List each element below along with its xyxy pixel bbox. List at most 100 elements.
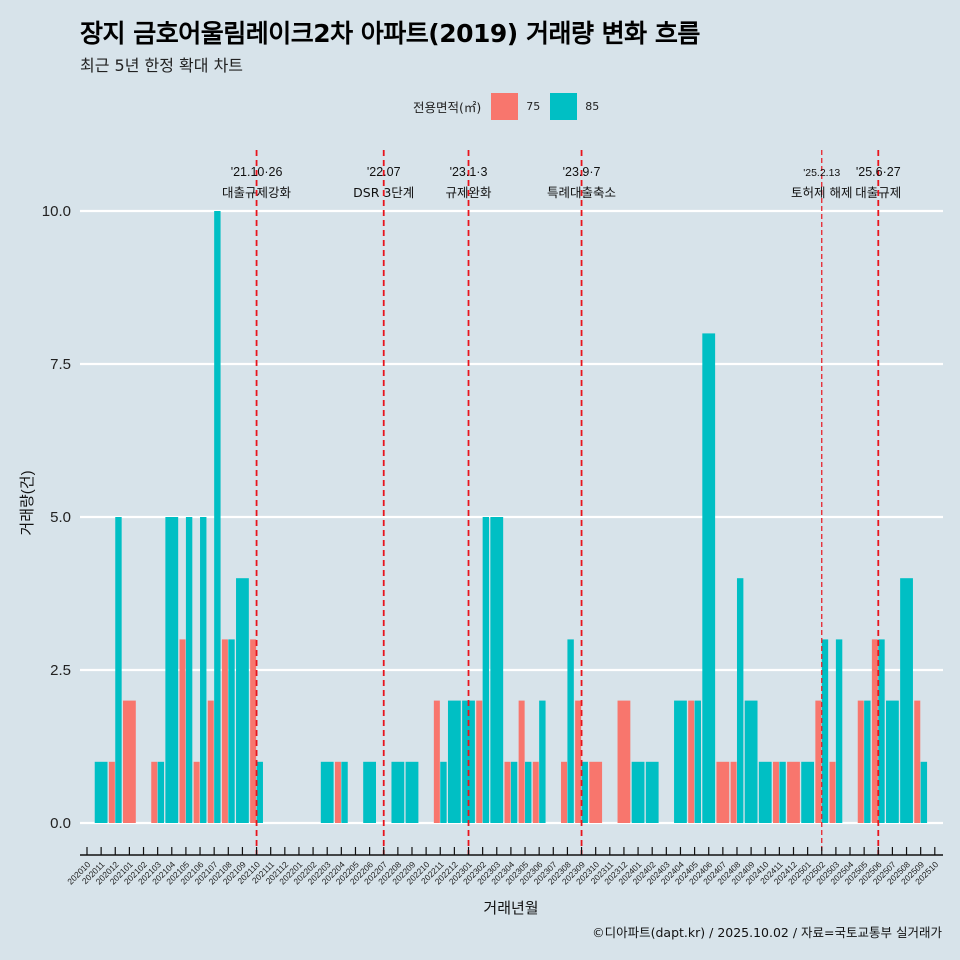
- bar-85: [758, 761, 772, 823]
- bar-85: [674, 700, 687, 823]
- bar-75: [829, 761, 836, 823]
- bar-75: [193, 761, 200, 823]
- bar-85: [631, 761, 645, 823]
- bar-85: [886, 700, 899, 823]
- legend-title: 전용면적(㎡): [413, 100, 482, 115]
- bar-85: [821, 639, 829, 823]
- y-tick-label: 2.5: [50, 662, 71, 679]
- event-date: '25.6·27: [856, 165, 901, 179]
- bar-75: [433, 700, 440, 823]
- bar-85: [214, 211, 221, 823]
- bar-85: [363, 761, 376, 823]
- bar-85: [864, 700, 871, 823]
- bar-85: [341, 761, 348, 823]
- source-footer: ©디아파트(dapt.kr) / 2025.10.02 / 자료=국토교통부 실…: [592, 925, 942, 940]
- y-axis: 0.0 2.5 5.0 7.5 10.0: [42, 203, 71, 832]
- bar-85: [744, 700, 758, 823]
- chart-title: 장지 금호어울림레이크2차 아파트(2019) 거래량 변화 흐름: [80, 19, 700, 48]
- bar-85: [490, 517, 504, 823]
- bar-75: [532, 761, 539, 823]
- event-label: 특례대출축소: [547, 185, 616, 200]
- bar-75: [151, 761, 158, 823]
- event-label: 규제완화: [446, 185, 493, 200]
- bar-85: [115, 517, 122, 823]
- legend-swatch-85: [550, 93, 578, 120]
- bar-75: [914, 700, 921, 823]
- bar-75: [787, 761, 800, 823]
- bar-85: [694, 700, 701, 823]
- legend-swatch-75: [491, 93, 519, 120]
- event-label: 대출규제: [855, 185, 901, 200]
- y-tick-label: 5.0: [50, 509, 71, 526]
- bar-85: [405, 761, 419, 823]
- event-annotations: '21.10·26 대출규제강화 '22.07 DSR 3단계 '23.1·3 규제완화 '…: [222, 165, 901, 200]
- x-axis: 2020102020112020122021012021022021032021…: [65, 847, 943, 886]
- event-date: '25.2.13: [803, 167, 840, 179]
- bar-85: [702, 333, 716, 823]
- bar-85: [391, 761, 405, 823]
- bar-75: [179, 639, 186, 823]
- bar-85: [228, 639, 235, 823]
- bar-85: [200, 517, 207, 823]
- chart-subtitle: 최근 5년 한정 확대 차트: [80, 56, 244, 75]
- event-lines: [255, 150, 880, 855]
- bar-85: [835, 639, 843, 823]
- bar-85: [525, 761, 532, 823]
- bar-85: [157, 761, 165, 823]
- bar-85: [645, 761, 659, 823]
- bar-85: [236, 578, 249, 823]
- bar-75: [250, 639, 257, 823]
- bar-85: [779, 761, 786, 823]
- bar-75: [518, 700, 525, 823]
- bar-75: [857, 700, 864, 823]
- bar-85: [736, 578, 744, 823]
- bar-85: [165, 517, 179, 823]
- bar-75: [575, 700, 582, 823]
- bar-85: [567, 639, 574, 823]
- bar-85: [510, 761, 518, 823]
- bar-85: [94, 761, 108, 823]
- bar-75: [772, 761, 779, 823]
- bar-75: [504, 761, 511, 823]
- event-label: DSR 3단계: [353, 185, 414, 200]
- bar-75: [334, 761, 341, 823]
- event-date: '23.9·7: [563, 165, 601, 179]
- bar-75: [561, 761, 568, 823]
- bar-75: [207, 700, 214, 823]
- bar-85: [581, 761, 588, 823]
- event-date: '22.07: [367, 165, 401, 179]
- bar-85: [320, 761, 334, 823]
- bar-85: [878, 639, 885, 823]
- bar-85: [185, 517, 193, 823]
- bar-85: [440, 761, 447, 823]
- bar-85: [539, 700, 546, 823]
- x-axis-title: 거래년월: [483, 900, 538, 917]
- bars: [94, 211, 928, 823]
- bar-75: [617, 700, 631, 823]
- bar-85: [447, 700, 461, 823]
- bar-75: [730, 761, 737, 823]
- bar-75: [815, 700, 822, 823]
- bar-85: [900, 578, 913, 823]
- legend-label-75: 75: [526, 100, 541, 113]
- y-tick-label: 7.5: [50, 356, 71, 373]
- bar-85: [482, 517, 490, 823]
- bar-75: [871, 639, 878, 823]
- event-label: 대출규제강화: [222, 185, 292, 200]
- y-tick-label: 10.0: [42, 203, 71, 220]
- y-tick-label: 0.0: [50, 815, 71, 832]
- event-date: '21.10·26: [231, 165, 283, 179]
- legend: 전용면적(㎡) 75 85: [413, 93, 609, 120]
- bar-75: [688, 700, 695, 823]
- bar-75: [716, 761, 730, 823]
- bar-85: [801, 761, 815, 823]
- bar-75: [108, 761, 115, 823]
- bar-75: [476, 700, 483, 823]
- y-axis-title: 거래량(건): [19, 470, 36, 535]
- bar-85: [256, 761, 263, 823]
- bar-85: [920, 761, 928, 823]
- event-label: 토허제 해제: [791, 185, 852, 200]
- bar-75: [221, 639, 228, 823]
- legend-label-85: 85: [585, 100, 600, 113]
